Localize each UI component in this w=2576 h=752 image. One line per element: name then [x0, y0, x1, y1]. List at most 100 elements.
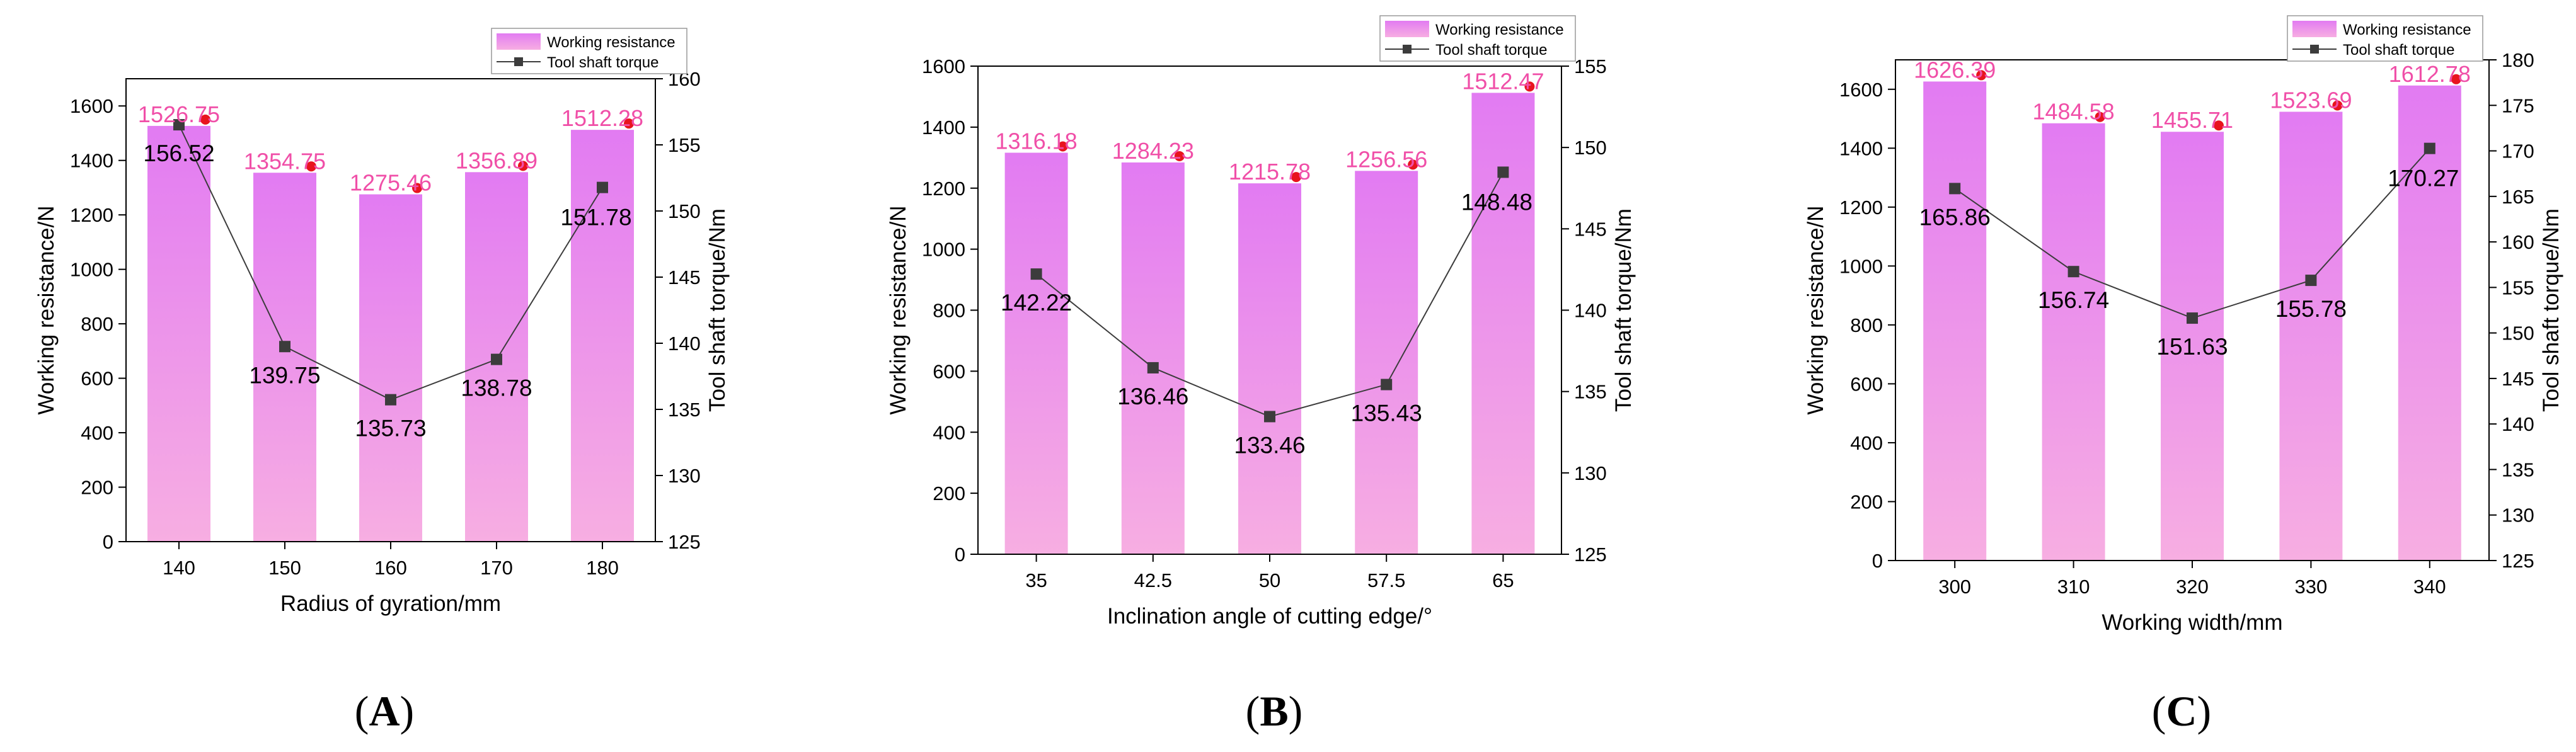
y-tick-label: 1000 — [922, 239, 965, 261]
y2-tick-label: 125 — [1574, 544, 1607, 566]
y-tick-label: 0 — [103, 531, 113, 553]
legend-swatch-bar — [497, 33, 541, 50]
y2-tick-label: 165 — [2502, 186, 2534, 208]
x-tick-label: 330 — [2295, 576, 2328, 598]
legend-swatch-marker — [2310, 45, 2319, 54]
resistance-marker — [1174, 151, 1185, 161]
y-tick-label: 400 — [1850, 432, 1883, 454]
resistance-data-label: 1356.89 — [456, 147, 538, 173]
y2-tick-label: 175 — [2502, 94, 2534, 117]
torque-data-label: 156.52 — [143, 140, 214, 166]
panel-label: (A) — [355, 687, 414, 735]
y2-axis-title: Tool shaft torque/Nm — [2539, 208, 2563, 412]
y-tick-label: 1200 — [1839, 197, 1883, 219]
resistance-data-label: 1512.28 — [561, 105, 643, 131]
y-tick-label: 200 — [81, 477, 113, 499]
x-tick-label: 50 — [1259, 569, 1280, 591]
torque-marker — [1030, 268, 1042, 280]
legend-label: Working resistance — [547, 34, 676, 51]
y-tick-label: 1000 — [1839, 255, 1883, 277]
y-tick-label: 600 — [81, 368, 113, 390]
torque-marker — [1497, 166, 1509, 178]
legend-swatch-bar — [2292, 21, 2337, 37]
y2-tick-label: 145 — [2502, 368, 2534, 390]
resistance-data-label: 1455.71 — [2151, 107, 2233, 133]
y-tick-label: 400 — [81, 422, 113, 444]
resistance-data-label: 1626.39 — [1914, 57, 1996, 83]
x-tick-label: 35 — [1025, 569, 1047, 591]
resistance-bar — [2279, 111, 2343, 561]
x-axis-title: Radius of gyration/mm — [280, 591, 501, 616]
y-tick-label: 1600 — [70, 95, 113, 117]
resistance-data-label: 1484.58 — [2033, 99, 2115, 125]
y2-tick-label: 180 — [2502, 49, 2534, 71]
torque-data-label: 151.78 — [560, 205, 631, 231]
legend-label: Working resistance — [2343, 21, 2471, 38]
torque-data-label: 156.74 — [2038, 287, 2109, 313]
x-tick-label: 310 — [2057, 576, 2090, 598]
resistance-data-label: 1523.69 — [2270, 87, 2352, 113]
y-axis-title: Working resistance/N — [34, 206, 59, 415]
y-tick-label: 600 — [1850, 373, 1883, 395]
legend-swatch-bar — [1385, 21, 1429, 37]
y2-tick-label: 145 — [1574, 218, 1607, 240]
y-tick-label: 200 — [1850, 491, 1883, 513]
torque-marker — [1147, 362, 1159, 373]
y2-tick-label: 150 — [2502, 322, 2534, 345]
y2-tick-label: 155 — [1574, 55, 1607, 77]
torque-data-label: 136.46 — [1117, 384, 1188, 409]
resistance-marker — [2095, 111, 2105, 122]
x-tick-label: 140 — [163, 557, 195, 579]
y-tick-label: 1600 — [922, 55, 965, 77]
chart-legend: Working resistance Tool shaft torque — [491, 28, 687, 74]
y2-tick-label: 135 — [668, 399, 701, 421]
resistance-data-label: 1612.78 — [2389, 61, 2471, 87]
y-axis-title: Working resistance/N — [886, 206, 911, 415]
resistance-data-label: 1215.78 — [1229, 159, 1311, 185]
resistance-bar — [1471, 93, 1535, 554]
torque-data-label: 139.75 — [249, 362, 320, 388]
y-tick-label: 400 — [933, 421, 965, 443]
y2-tick-label: 130 — [2502, 504, 2534, 527]
torque-marker — [1381, 379, 1393, 390]
resistance-data-label: 1316.18 — [996, 128, 1078, 154]
resistance-bar — [1238, 183, 1301, 554]
y2-tick-label: 160 — [2502, 231, 2534, 253]
y-tick-label: 0 — [955, 544, 965, 566]
panel-label: (C) — [2152, 687, 2211, 735]
resistance-bar — [1121, 162, 1185, 555]
resistance-bar — [1923, 81, 1987, 561]
resistance-bar — [147, 125, 210, 542]
x-tick-label: 42.5 — [1134, 569, 1172, 591]
y2-tick-label: 135 — [2502, 459, 2534, 481]
resistance-marker — [306, 161, 316, 172]
resistance-bar — [2398, 85, 2461, 561]
resistance-data-label: 1512.47 — [1462, 68, 1544, 94]
resistance-data-label: 1526.75 — [138, 101, 220, 127]
legend-swatch-marker — [1403, 45, 1412, 54]
y-axis-title: Working resistance/N — [1803, 206, 1828, 415]
torque-data-label: 138.78 — [461, 375, 532, 401]
resistance-marker — [2451, 74, 2461, 84]
resistance-marker — [1057, 141, 1068, 152]
torque-marker — [385, 394, 396, 406]
resistance-bar — [359, 194, 422, 542]
torque-marker — [1264, 411, 1275, 423]
y2-tick-label: 140 — [668, 333, 701, 355]
x-tick-label: 320 — [2176, 576, 2209, 598]
resistance-marker — [1408, 159, 1418, 170]
y2-axis-title: Tool shaft torque/Nm — [1611, 208, 1636, 412]
torque-marker — [1949, 183, 1961, 195]
torque-data-label: 165.86 — [1919, 204, 1991, 230]
y-tick-label: 800 — [81, 313, 113, 335]
chart-panel-a: 0 200 400 600 800 1000 1200 1400 1600 125 130 135 14… — [34, 28, 730, 735]
resistance-marker — [1524, 81, 1535, 92]
y2-tick-label: 150 — [1574, 137, 1607, 159]
y-tick-label: 1400 — [1839, 137, 1883, 159]
resistance-bar — [1355, 171, 1418, 554]
torque-marker — [491, 353, 502, 365]
y2-tick-label: 155 — [668, 134, 701, 156]
y-tick-label: 1000 — [70, 259, 113, 281]
y-tick-label: 800 — [1850, 314, 1883, 336]
